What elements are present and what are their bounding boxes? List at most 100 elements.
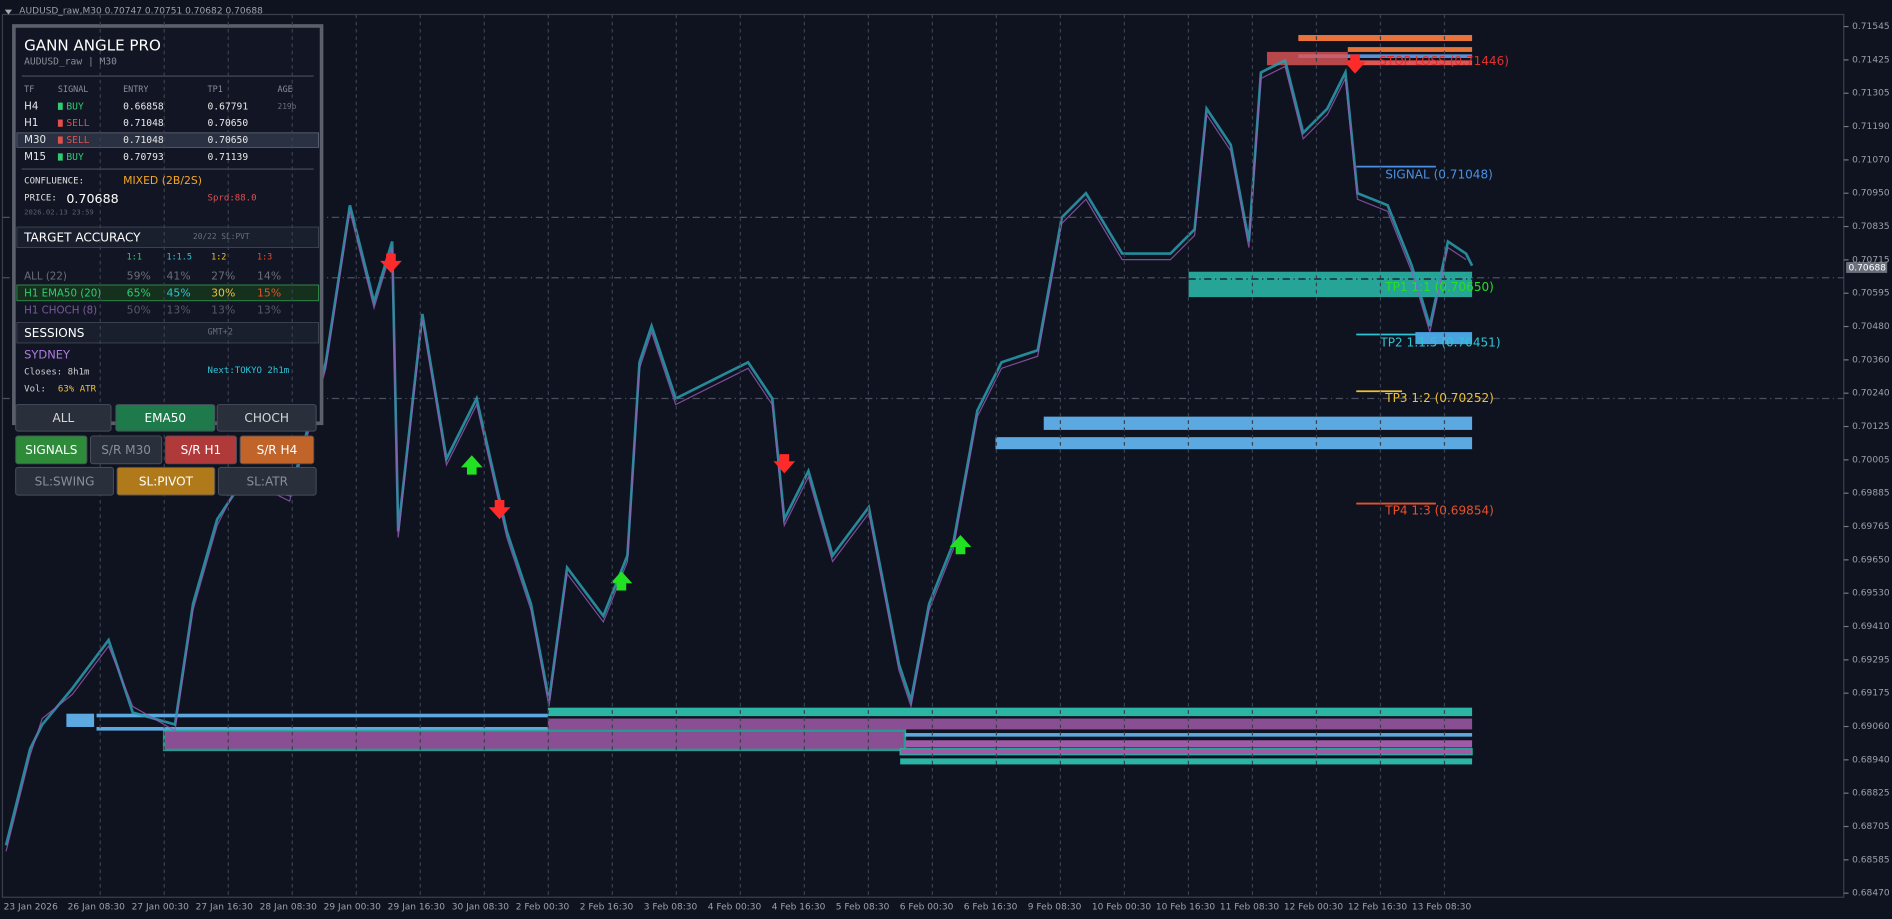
- level-label: TP4 1:3 (0.69854): [1384, 503, 1494, 517]
- zone: [1266, 51, 1348, 66]
- entry-value: 0.66858: [123, 101, 164, 112]
- zone: [1043, 416, 1473, 430]
- time-label: 26 Jan 08:30: [68, 902, 126, 912]
- time-label: 29 Jan 00:30: [324, 902, 382, 912]
- time-label: 4 Feb 00:30: [708, 902, 762, 912]
- accuracy-value: 13%: [211, 303, 235, 316]
- current-price-tag-bg: [1846, 262, 1888, 273]
- zone: [162, 729, 907, 752]
- price-label: 0.70125: [1852, 422, 1889, 432]
- zone: [995, 437, 1473, 450]
- button-label: CHOCH: [244, 411, 288, 425]
- price-label: 0.70360: [1852, 355, 1890, 365]
- table-header: TP1: [208, 84, 223, 94]
- entry-value: 0.70793: [123, 152, 164, 163]
- time-label: 11 Feb 08:30: [1220, 902, 1280, 912]
- section-title: SESSIONS: [24, 326, 84, 340]
- zone: [547, 718, 1473, 730]
- price-label: 0.69530: [1852, 589, 1890, 599]
- price-label: 0.70240: [1852, 389, 1890, 399]
- symbol-info: AUDUSD_raw,M30 0.70747 0.70751 0.70682 0…: [19, 6, 263, 16]
- confluence-label: CONFLUENCE:: [24, 177, 84, 187]
- toggle-button[interactable]: [239, 435, 315, 465]
- sell-arrow: [773, 454, 796, 474]
- section-header: [16, 226, 319, 248]
- tp1-value: 0.71139: [208, 152, 249, 163]
- accuracy-row-name: H1 CHOCH (8): [24, 304, 97, 316]
- entry-value: 0.71048: [123, 135, 164, 146]
- sell-arrow: [488, 499, 511, 520]
- time-label: 6 Feb 00:30: [900, 902, 954, 912]
- zone: [96, 726, 548, 731]
- price-label: 0.68585: [1852, 855, 1889, 865]
- table-header: TF: [24, 84, 34, 94]
- price-label: 0.71070: [1852, 155, 1890, 165]
- price-label: 0.71305: [1852, 89, 1889, 99]
- price-label: 0.69765: [1852, 522, 1889, 532]
- plot-frame: [1, 13, 1845, 898]
- toggle-button[interactable]: [216, 404, 317, 432]
- signal-marker: [57, 102, 63, 110]
- signal-label: BUY: [66, 152, 84, 163]
- zone: [96, 713, 548, 718]
- confluence-value: MIXED (2B/2S): [123, 174, 202, 187]
- zone: [900, 758, 1473, 765]
- button-label: EMA50: [144, 411, 186, 425]
- entry-value: 0.71048: [123, 118, 164, 129]
- signal-label: BUY: [66, 101, 84, 112]
- panel-title: GANN ANGLE PRO: [24, 36, 161, 54]
- time-label: 2 Feb 16:30: [580, 902, 634, 912]
- time-label: 12 Feb 16:30: [1348, 902, 1408, 912]
- accuracy-column: 1:1: [127, 252, 142, 262]
- time-label: 3 Feb 08:30: [644, 902, 698, 912]
- toggle-button[interactable]: [217, 466, 317, 496]
- price-label: 0.69060: [1852, 722, 1890, 732]
- toggle-button[interactable]: [116, 466, 216, 496]
- button-label: SL:ATR: [247, 474, 289, 488]
- table-header: SIGNAL: [58, 84, 88, 94]
- level-label: TP2 1:1.5 (0.70451): [1379, 335, 1500, 349]
- price-label: 0.69295: [1852, 655, 1889, 665]
- buy-arrow: [949, 534, 972, 555]
- price-label: 0.68705: [1852, 822, 1889, 832]
- age-value: 219b: [278, 102, 297, 111]
- time-label: 10 Feb 00:30: [1092, 902, 1152, 912]
- level-label: TP3 1:2 (0.70252): [1384, 391, 1494, 405]
- toggle-button[interactable]: [15, 404, 112, 432]
- button-label: S/R H1: [181, 443, 222, 457]
- price-label: 0.70005: [1852, 455, 1889, 465]
- time-label: 30 Jan 08:30: [452, 902, 510, 912]
- collapse-icon: [4, 9, 13, 15]
- button-label: S/R H4: [257, 443, 298, 457]
- button-label: SL:SWING: [35, 474, 95, 488]
- toggle-button[interactable]: [90, 435, 163, 465]
- vol-label: Vol:: [24, 384, 46, 394]
- accuracy-value: 45%: [167, 286, 191, 299]
- toggle-button[interactable]: [164, 435, 237, 465]
- accuracy-value: 14%: [257, 270, 281, 283]
- button-label: SIGNALS: [25, 443, 77, 457]
- toggle-button[interactable]: [115, 404, 216, 432]
- toggle-button[interactable]: [15, 435, 88, 465]
- signal-marker: [57, 119, 63, 127]
- section-note: 20/22 SL:PVT: [193, 232, 250, 241]
- price-label: 0.70835: [1852, 222, 1889, 232]
- toggle-button[interactable]: [15, 466, 114, 496]
- tp1-value: 0.67791: [208, 101, 249, 112]
- buy-arrow: [460, 455, 483, 475]
- price-label: 0.68470: [1852, 889, 1890, 899]
- buy-arrow: [610, 571, 633, 591]
- price-label: 0.70595: [1852, 289, 1889, 299]
- button-label: S/R M30: [101, 443, 151, 457]
- time-label: 13 Feb 08:30: [1412, 902, 1472, 912]
- tf-label: M30: [24, 134, 46, 146]
- sell-arrow: [380, 253, 402, 273]
- accuracy-column: 1:1.5: [167, 252, 192, 262]
- table-header: ENTRY: [123, 84, 148, 94]
- panel-body: [15, 27, 320, 422]
- zone: [1298, 35, 1473, 42]
- button-label: ALL: [53, 411, 75, 425]
- accuracy-row-name: H1 EMA50 (20): [24, 287, 101, 299]
